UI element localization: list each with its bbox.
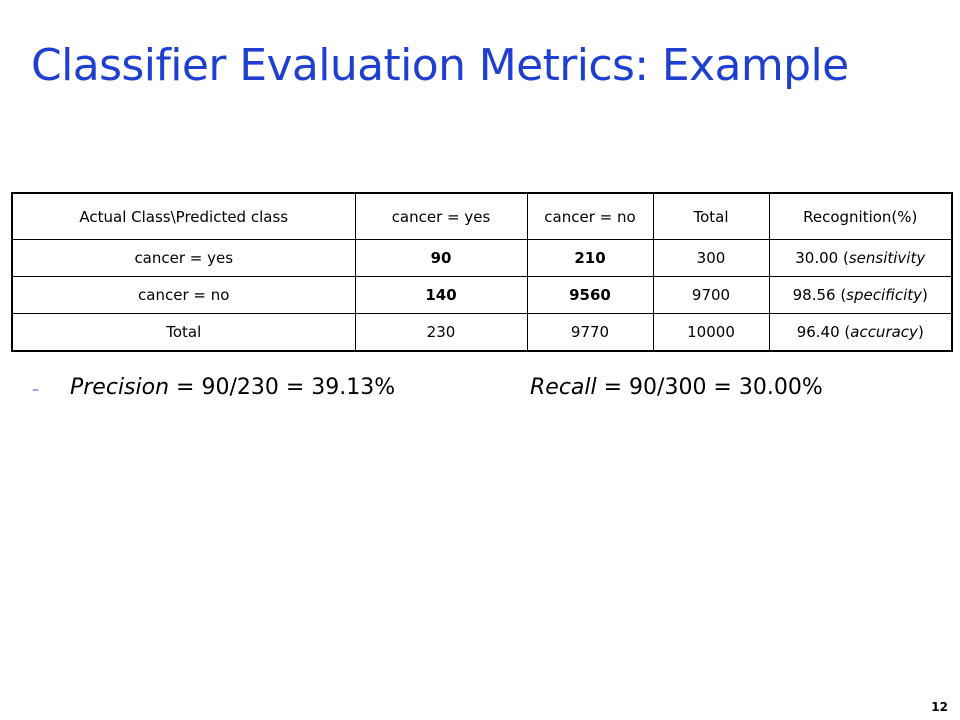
row-total-cell: 9700 bbox=[652, 276, 770, 314]
table-row: cancer = no 140 9560 9700 98.56 (specifi… bbox=[11, 276, 953, 314]
header-recognition: Recognition(%) bbox=[768, 192, 953, 240]
recognition-value: 30.00 ( bbox=[795, 249, 849, 267]
grand-total-cell: 10000 bbox=[652, 313, 770, 352]
recognition-value: 96.40 ( bbox=[796, 323, 851, 341]
bullet-dash: – bbox=[32, 382, 39, 398]
recall-text: Recall = 90/300 = 30.00% bbox=[530, 368, 823, 408]
precision-term: Precision bbox=[70, 375, 170, 400]
confusion-matrix-table: Actual Class\Predicted class cancer = ye… bbox=[11, 192, 953, 352]
page-number: 12 bbox=[931, 700, 948, 714]
false-positive-cell: 140 bbox=[354, 276, 528, 314]
row-total-cell: 300 bbox=[652, 239, 770, 277]
row-label: cancer = yes bbox=[11, 239, 356, 277]
header-actual-predicted: Actual Class\Predicted class bbox=[11, 192, 356, 240]
recognition-note: accuracy bbox=[850, 323, 918, 341]
recognition-note: specificity bbox=[846, 286, 923, 304]
true-negative-cell: 9560 bbox=[526, 276, 654, 314]
recall-formula: = 90/300 = 30.00% bbox=[596, 375, 823, 400]
precision-text: Precision = 90/230 = 39.13% bbox=[70, 368, 395, 408]
slide-title: Classifier Evaluation Metrics: Example bbox=[31, 40, 849, 91]
recognition-note: sensitivity bbox=[848, 249, 926, 267]
recognition-close: ) bbox=[922, 286, 928, 304]
recognition-cell: 30.00 (sensitivity bbox=[768, 239, 953, 277]
recognition-cell: 96.40 (accuracy) bbox=[768, 313, 953, 352]
row-label: Total bbox=[11, 313, 356, 352]
header-total: Total bbox=[652, 192, 770, 240]
column-total-cell: 9770 bbox=[526, 313, 654, 352]
header-cancer-no: cancer = no bbox=[526, 192, 654, 240]
recognition-value: 98.56 ( bbox=[792, 286, 847, 304]
table-header-row: Actual Class\Predicted class cancer = ye… bbox=[11, 192, 953, 240]
recall-term: Recall bbox=[530, 375, 597, 400]
table-row: Total 230 9770 10000 96.40 (accuracy) bbox=[11, 313, 953, 352]
recognition-cell: 98.56 (specificity) bbox=[768, 276, 953, 314]
table-row: cancer = yes 90 210 300 30.00 (sensitivi… bbox=[11, 239, 953, 277]
recognition-close: ) bbox=[917, 323, 924, 341]
row-label: cancer = no bbox=[11, 276, 356, 314]
true-positive-cell: 90 bbox=[354, 239, 528, 277]
false-negative-cell: 210 bbox=[526, 239, 654, 277]
metrics-bullet: – Precision = 90/230 = 39.13% Recall = 9… bbox=[32, 368, 932, 408]
precision-formula: = 90/230 = 39.13% bbox=[169, 375, 396, 400]
column-total-cell: 230 bbox=[354, 313, 528, 352]
header-cancer-yes: cancer = yes bbox=[354, 192, 528, 240]
